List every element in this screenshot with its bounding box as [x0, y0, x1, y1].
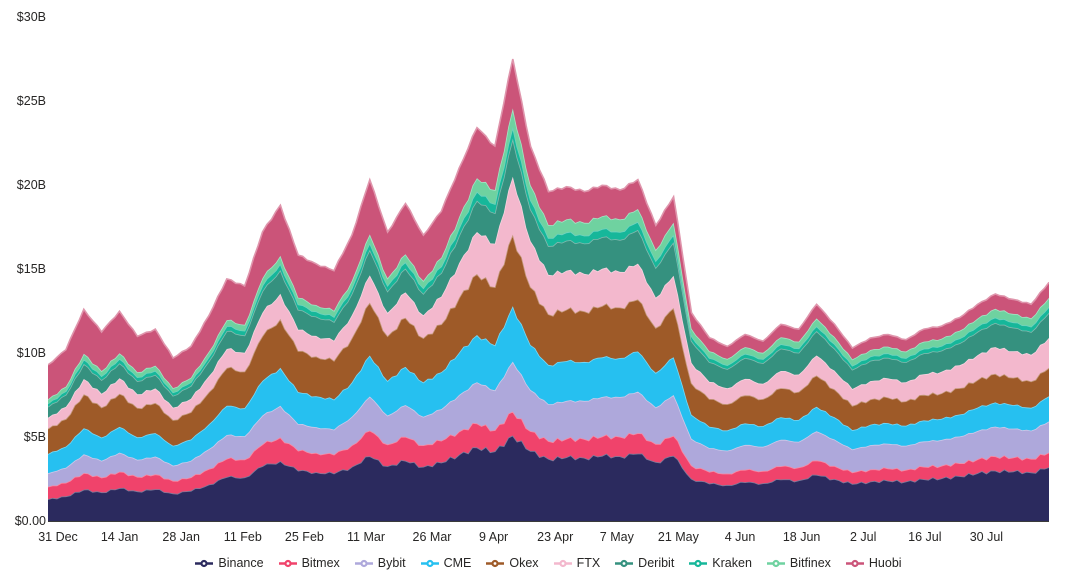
legend-label: Bybit [377, 556, 406, 570]
x-axis-label: 18 Jun [782, 530, 821, 544]
x-axis-label: 4 Jun [724, 530, 756, 544]
x-axis-label: 31 Dec [38, 530, 78, 544]
x-axis-label: 16 Jul [908, 530, 942, 544]
y-axis-label: $10B [16, 346, 46, 360]
legend-item-bitfinex[interactable]: Bitfinex [766, 556, 831, 570]
legend: Binance Bitmex Bybit CME Okex FTX Deribit Krake… [48, 556, 1049, 570]
y-axis-label: $30B [16, 10, 46, 24]
legend-label: Kraken [712, 556, 752, 570]
legend-item-okex[interactable]: Okex [486, 556, 539, 570]
legend-item-kraken[interactable]: Kraken [689, 556, 752, 570]
area-bybit[interactable] [48, 361, 1049, 487]
area-binance[interactable] [48, 435, 1049, 522]
x-axis-label: 9 Apr [479, 530, 509, 544]
x-axis-label: 30 Jul [969, 530, 1004, 544]
y-axis-label: $0.00 [14, 514, 46, 528]
x-axis-label: 25 Feb [284, 530, 324, 544]
x-axis-label: 7 May [599, 530, 634, 544]
x-axis-label: 21 May [657, 530, 699, 544]
legend-marker-icon [195, 559, 214, 567]
legend-label: Huobi [868, 556, 902, 570]
area-cme[interactable] [48, 306, 1049, 474]
legend-item-binance[interactable]: Binance [195, 556, 264, 570]
legend-marker-icon [615, 559, 634, 567]
y-axis-label: $15B [16, 262, 46, 276]
legend-marker-icon [486, 559, 505, 567]
legend-label: Bitfinex [789, 556, 831, 570]
area-okex[interactable] [48, 234, 1049, 454]
x-axis-label: 26 Mar [412, 530, 452, 544]
legend-label: Binance [218, 556, 264, 570]
legend-marker-icon [689, 559, 708, 567]
legend-marker-icon [420, 559, 439, 567]
x-axis-label: 11 Mar [347, 530, 385, 544]
area-bitmex[interactable] [48, 411, 1049, 500]
area-ftx[interactable] [48, 176, 1049, 429]
plot-area [48, 58, 1049, 522]
x-axis-label: 11 Feb [223, 530, 262, 544]
y-axis-label: $25B [16, 94, 46, 108]
x-axis-label: 23 Apr [537, 530, 574, 544]
legend-marker-icon [278, 559, 297, 567]
area-deribit[interactable] [48, 138, 1049, 418]
x-axis-label: 2 Jul [849, 530, 877, 544]
area-huobi[interactable] [48, 59, 1049, 400]
legend-label: Okex [509, 556, 539, 570]
legend-item-bybit[interactable]: Bybit [354, 556, 406, 570]
legend-item-cme[interactable]: CME [420, 556, 472, 570]
x-axis-label: 14 Jan [100, 530, 139, 544]
legend-item-ftx[interactable]: FTX [553, 556, 601, 570]
x-axis-label: 28 Jan [162, 530, 200, 544]
x-axis-line [48, 521, 1049, 522]
y-axis-label: $20B [16, 178, 46, 192]
legend-label: CME [443, 556, 472, 570]
area-top-line-huobi [48, 58, 1049, 366]
legend-marker-icon [766, 559, 785, 567]
legend-item-huobi[interactable]: Huobi [845, 556, 902, 570]
legend-marker-icon [553, 559, 572, 567]
y-axis-label: $5B [23, 430, 46, 444]
legend-item-bitmex[interactable]: Bitmex [278, 556, 340, 570]
legend-item-deribit[interactable]: Deribit [615, 556, 674, 570]
legend-label: FTX [576, 556, 601, 570]
legend-label: Deribit [638, 556, 675, 570]
legend-marker-icon [354, 559, 373, 567]
legend-marker-icon [845, 559, 864, 567]
legend-label: Bitmex [301, 556, 340, 570]
